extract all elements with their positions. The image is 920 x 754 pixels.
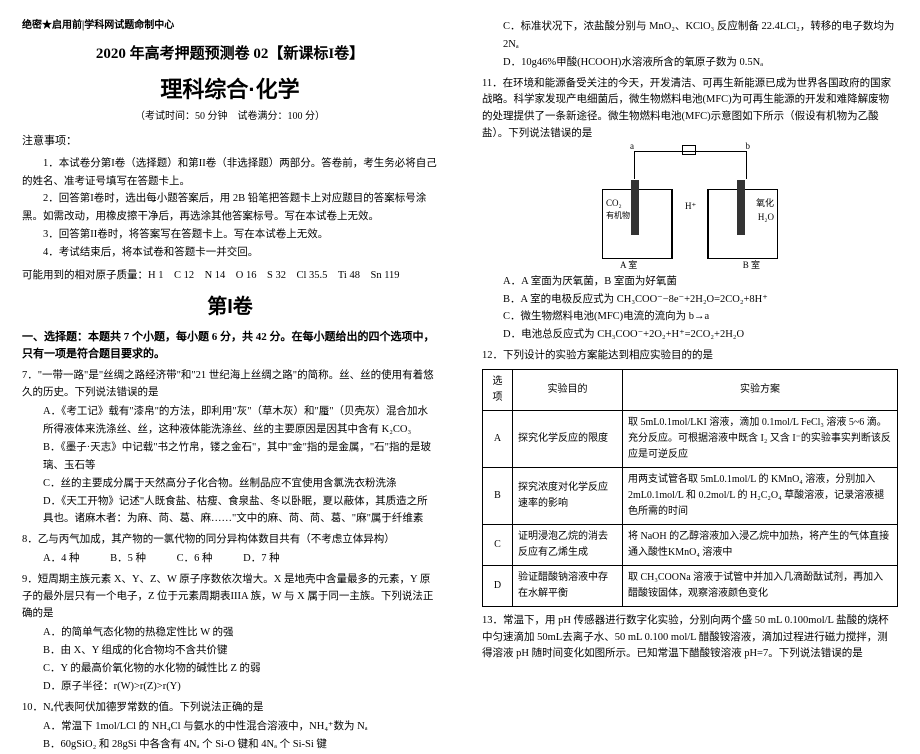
label-ox: 氧化 (756, 196, 774, 210)
cell-plan-d: 取 CH₃COONa 溶液于试管中并加入几滴酚酞试剂，再加入醋酸铵固体，观察溶液… (623, 565, 898, 606)
electrode-a (631, 180, 639, 235)
atomic-masses: 可能用到的相对原子质量：H 1 C 12 N 14 O 16 S 32 Cl 3… (22, 268, 438, 285)
label-b-room: B 室 (743, 258, 760, 272)
secret-line: 绝密★启用前|学科网试题命制中心 (22, 18, 438, 34)
q11-opt-a: A．A 室面为厌氧菌，B 室面为好氧菌 (482, 273, 898, 291)
q8-options: A．4 种 B．5 种 C．6 种 D．7 种 (22, 551, 438, 568)
q8-stem: 8．乙与丙气加成，其产物的一氯代物的同分异构体数目共有（不考虑立体异构） (22, 532, 438, 549)
q12-stem: 12．下列设计的实验方案能达到相应实验目的的是 (482, 348, 898, 365)
load-box (682, 145, 696, 155)
exam-title-line2: 理科综合·化学 (22, 72, 438, 107)
notice-4: 4．考试结束后，将本试卷和答题卡一并交回。 (22, 244, 438, 262)
q8-opt-a: A．4 种 (43, 551, 79, 568)
th-purpose: 实验目的 (513, 369, 623, 410)
q12-table: 选项 实验目的 实验方案 A 探究化学反应的限度 取 5mL0.1mol/LKI… (482, 369, 898, 607)
th-option: 选项 (483, 369, 513, 410)
q9-stem: 9．短周期主族元素 X、Y、Z、W 原子序数依次增大。X 是地壳中含量最多的元素… (22, 572, 438, 622)
label-h2o: H₂O (758, 210, 774, 224)
electrode-b (737, 180, 745, 235)
q11-opt-c: C．微生物燃料电池(MFC)电流的流向为 b→a (482, 308, 898, 326)
table-row: D 验证醋酸钠溶液中存在水解平衡 取 CH₃COONa 溶液于试管中并加入几滴酚… (483, 565, 898, 606)
cell-opt-a: A (483, 410, 513, 467)
q7-opt-d: D．《天工开物》记述"人既食盐、枯瘦、食泉盐、冬以卧眠，夏以蔽体，其质造之所具也… (22, 493, 438, 529)
cell-purpose-a: 探究化学反应的限度 (513, 410, 623, 467)
table-row: B 探究浓度对化学反应速率的影响 用两支试管各取 5mL0.1mol/L 的 K… (483, 467, 898, 524)
notice-heading: 注意事项： (22, 133, 438, 151)
cell-purpose-b: 探究浓度对化学反应速率的影响 (513, 467, 623, 524)
cell-opt-c: C (483, 524, 513, 565)
cell-b-box: 氧化 H₂O (708, 189, 778, 259)
cell-plan-c: 将 NaOH 的乙醇溶液加入浸乙烷中加热，将产生的气体直接通入酸性KMnO₄ 溶… (623, 524, 898, 565)
q9-opt-b: B．由 X、Y 组成的化合物均不含共价键 (22, 642, 438, 660)
q11-opt-d: D．电池总反应式为 CH₃COO⁻+2O₂+H⁺=2CO₂+2H₂O (482, 326, 898, 344)
q13-stem: 13．常温下，用 pH 传感器进行数字化实验，分别向两个盛 50 mL 0.10… (482, 613, 898, 663)
table-header-row: 选项 实验目的 实验方案 (483, 369, 898, 410)
q8-opt-c: C．6 种 (177, 551, 213, 568)
table-row: C 证明浸泡乙烷的消去反应有乙烯生成 将 NaOH 的乙醇溶液加入浸乙烷中加热，… (483, 524, 898, 565)
cell-a-box: CO₂ 有机物 (602, 189, 672, 259)
volume-1-heading: 第I卷 (22, 291, 438, 323)
notice-3: 3．回答第II卷时，将答案写在答题卡上。写在本试卷上无效。 (22, 226, 438, 244)
q7-opt-b: B．《墨子·天志》中记载"书之竹帛，镂之金石"，其中"金"指的是金属，"石"指的… (22, 439, 438, 475)
notice-2: 2．回答第I卷时，选出每小题答案后，用 2B 铅笔把答题卡上对应题目的答案标号涂… (22, 190, 438, 226)
q11-stem: 11．在环境和能源备受关注的今天，开发清洁、可再生新能源已成为世界各国政府的国家… (482, 76, 898, 143)
q9-opt-d: D．原子半径：r(W)>r(Z)>r(Y) (22, 678, 438, 696)
q10-opt-c: C．标准状况下，浓盐酸分别与 MnO₂、KClO₃ 反应制备 22.4LCl₂，… (482, 18, 898, 54)
q10-opt-b: B．60gSiO₂ 和 28gSi 中各含有 4Nₐ 个 Si-O 键和 4Nₐ… (22, 736, 438, 754)
cell-purpose-d: 验证醋酸钠溶液中存在水解平衡 (513, 565, 623, 606)
label-a-terminal: a (630, 139, 634, 153)
cell-opt-b: B (483, 467, 513, 524)
q9-opt-a: A．的简单气态化物的热稳定性比 W 的强 (22, 624, 438, 642)
q10-opt-a: A．常温下 1mol/LCl 的 NH₄Cl 与氨水的中性混合溶液中，NH₄⁺数… (22, 718, 438, 736)
cell-plan-b: 用两支试管各取 5mL0.1mol/L 的 KMnO₄ 溶液，分别加入2mL0.… (623, 467, 898, 524)
q7-stem: 7．"一带一路"是"丝绸之路经济带"和"21 世纪海上丝绸之路"的简称。丝、丝的… (22, 368, 438, 402)
q7-opt-a: A．《考工记》载有"漆帛"的方法，即利用"灰"（草木灰）和"蜃"（贝壳灰）混合加… (22, 403, 438, 439)
cell-plan-a: 取 5mL0.1mol/LKI 溶液，滴加 0.1mol/L FeCl₃ 溶液 … (623, 410, 898, 467)
q8-opt-b: B．5 种 (110, 551, 146, 568)
notice-1: 1．本试卷分第I卷（选择题）和第II卷（非选择题）两部分。答卷前，考生务必将自己… (22, 155, 438, 191)
wire-right (746, 151, 747, 179)
membrane: H⁺ (672, 189, 708, 259)
mfc-diagram: CO₂ 有机物 氧化 H₂O H⁺ A 室 B 室 a b (590, 149, 790, 259)
label-anox-sub: 有机物 (606, 210, 630, 223)
q9-opt-c: C．Y 的最高价氧化物的水化物的碱性比 Z 的弱 (22, 660, 438, 678)
exam-title-line1: 2020 年高考押题预测卷 02【新课标I卷】 (22, 42, 438, 66)
right-column: C．标准状况下，浓盐酸分别与 MnO₂、KClO₃ 反应制备 22.4LCl₂，… (460, 0, 920, 651)
label-co2: CO₂ (606, 196, 622, 210)
table-row: A 探究化学反应的限度 取 5mL0.1mol/LKI 溶液，滴加 0.1mol… (483, 410, 898, 467)
q10-opt-d: D．10g46%甲酸(HCOOH)水溶液所含的氧原子数为 0.5Nₐ (482, 54, 898, 72)
q7-opt-c: C．丝的主要成分属于天然高分子化合物。丝制品应不宜使用含氯洗衣粉洗涤 (22, 475, 438, 493)
section-1-heading: 一、选择题：本题共 7 个小题，每小题 6 分，共 42 分。在每小题给出的四个… (22, 329, 438, 364)
wire-left (634, 151, 635, 179)
q8-opt-d: D．7 种 (243, 551, 279, 568)
cell-opt-d: D (483, 565, 513, 606)
th-plan: 实验方案 (623, 369, 898, 410)
cell-purpose-c: 证明浸泡乙烷的消去反应有乙烯生成 (513, 524, 623, 565)
q10-stem: 10．Nₐ代表阿伏加德罗常数的值。下列说法正确的是 (22, 700, 438, 717)
exam-time-info: （考试时间：50 分钟 试卷满分：100 分） (22, 109, 438, 125)
left-column: 绝密★启用前|学科网试题命制中心 2020 年高考押题预测卷 02【新课标I卷】… (0, 0, 460, 651)
q11-opt-b: B．A 室的电极反应式为 CH₃COO⁻−8e⁻+2H₂O=2CO₂+8H⁺ (482, 291, 898, 309)
label-h: H⁺ (685, 199, 696, 213)
label-b-terminal: b (746, 139, 751, 153)
label-a-room: A 室 (620, 258, 637, 272)
